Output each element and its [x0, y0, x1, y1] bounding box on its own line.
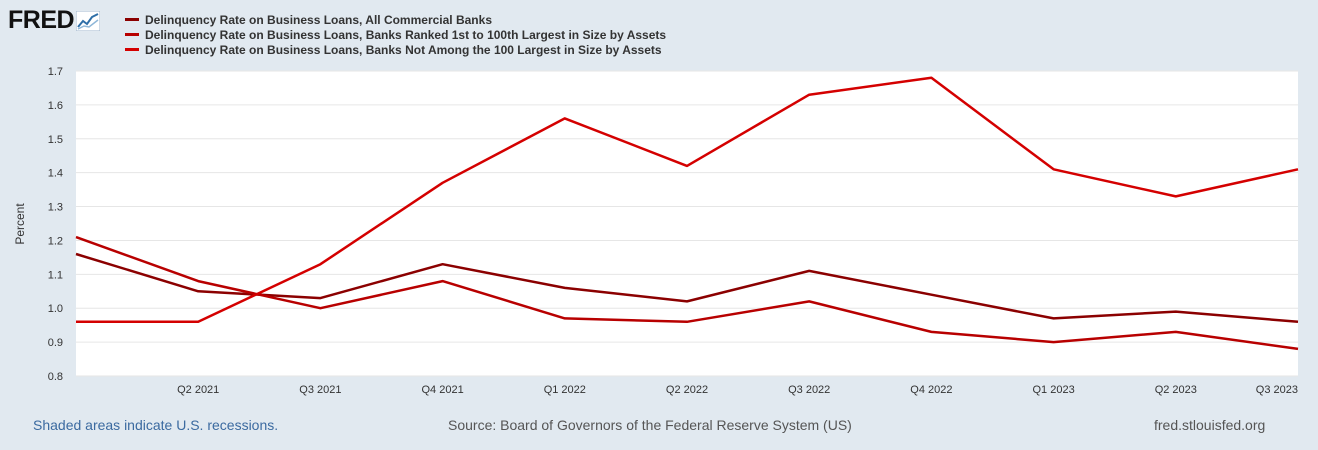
line-chart-icon	[76, 11, 101, 31]
x-tick-label: Q2 2023	[1155, 384, 1197, 396]
recessions-note[interactable]: Shaded areas indicate U.S. recessions.	[33, 417, 279, 433]
x-tick-label: Q1 2023	[1032, 384, 1074, 396]
legend-item-smaller-banks[interactable]: Delinquency Rate on Business Loans, Bank…	[125, 42, 666, 57]
site-link[interactable]: fred.stlouisfed.org	[1154, 417, 1266, 433]
plot-area	[76, 71, 1298, 376]
x-tick-label: Q4 2021	[421, 384, 463, 396]
series-line-smaller-banks[interactable]	[76, 76, 1299, 324]
legend-label: Delinquency Rate on Business Loans, Bank…	[145, 42, 662, 57]
legend-swatch	[125, 48, 139, 51]
legend-label: Delinquency Rate on Business Loans, Bank…	[145, 27, 667, 42]
y-tick-label: 1.3	[48, 202, 63, 214]
legend-item-all-banks[interactable]: Delinquency Rate on Business Loans, All …	[125, 12, 666, 27]
legend-swatch	[125, 33, 139, 36]
y-tick-label: 1.4	[48, 168, 63, 180]
y-tick-label: 1.2	[48, 235, 63, 247]
grid-lines	[76, 70, 1298, 377]
y-tick-label: 1.5	[48, 134, 63, 146]
series-line-all-banks[interactable]	[75, 252, 1299, 324]
source-note: Source: Board of Governors of the Federa…	[448, 417, 852, 433]
x-tick-label: Q1 2022	[544, 384, 586, 396]
fred-logo-text: FRED	[8, 6, 75, 34]
series-lines	[75, 76, 1299, 351]
legend-swatch	[125, 18, 139, 21]
x-tick-label: Q3 2023	[1256, 384, 1298, 396]
y-tick-label: 1.7	[48, 66, 63, 78]
chart-legend: Delinquency Rate on Business Loans, All …	[125, 12, 666, 57]
legend-item-top-100-banks[interactable]: Delinquency Rate on Business Loans, Bank…	[125, 27, 666, 42]
x-tick-label: Q2 2022	[666, 384, 708, 396]
x-tick-label: Q3 2022	[788, 384, 830, 396]
x-tick-label: Q2 2021	[177, 384, 219, 396]
x-axis-ticks: Q2 2021 Q3 2021 Q4 2021 Q1 2022 Q2 2022 Q3 20…	[177, 384, 1298, 396]
y-tick-label: 1.6	[48, 100, 63, 112]
legend-label: Delinquency Rate on Business Loans, All …	[145, 12, 492, 27]
series-line-top-100-banks[interactable]	[75, 235, 1299, 351]
y-tick-label: 0.8	[48, 371, 63, 383]
x-tick-label: Q4 2022	[910, 384, 952, 396]
x-tick-label: Q3 2021	[299, 384, 341, 396]
y-axis-title: Percent	[13, 203, 27, 245]
y-tick-label: 1.1	[48, 269, 63, 281]
y-axis-ticks: 0.8 0.9 1.0 1.1 1.2 1.3 1.4 1.5 1.6 1.7	[48, 66, 63, 383]
line-chart: 0.8 0.9 1.0 1.1 1.2 1.3 1.4 1.5 1.6 1.7 Q2 2021 Q3…	[13, 66, 1299, 396]
fred-logo[interactable]: FRED	[8, 6, 101, 34]
y-tick-label: 1.0	[48, 303, 63, 315]
y-tick-label: 0.9	[48, 337, 63, 349]
